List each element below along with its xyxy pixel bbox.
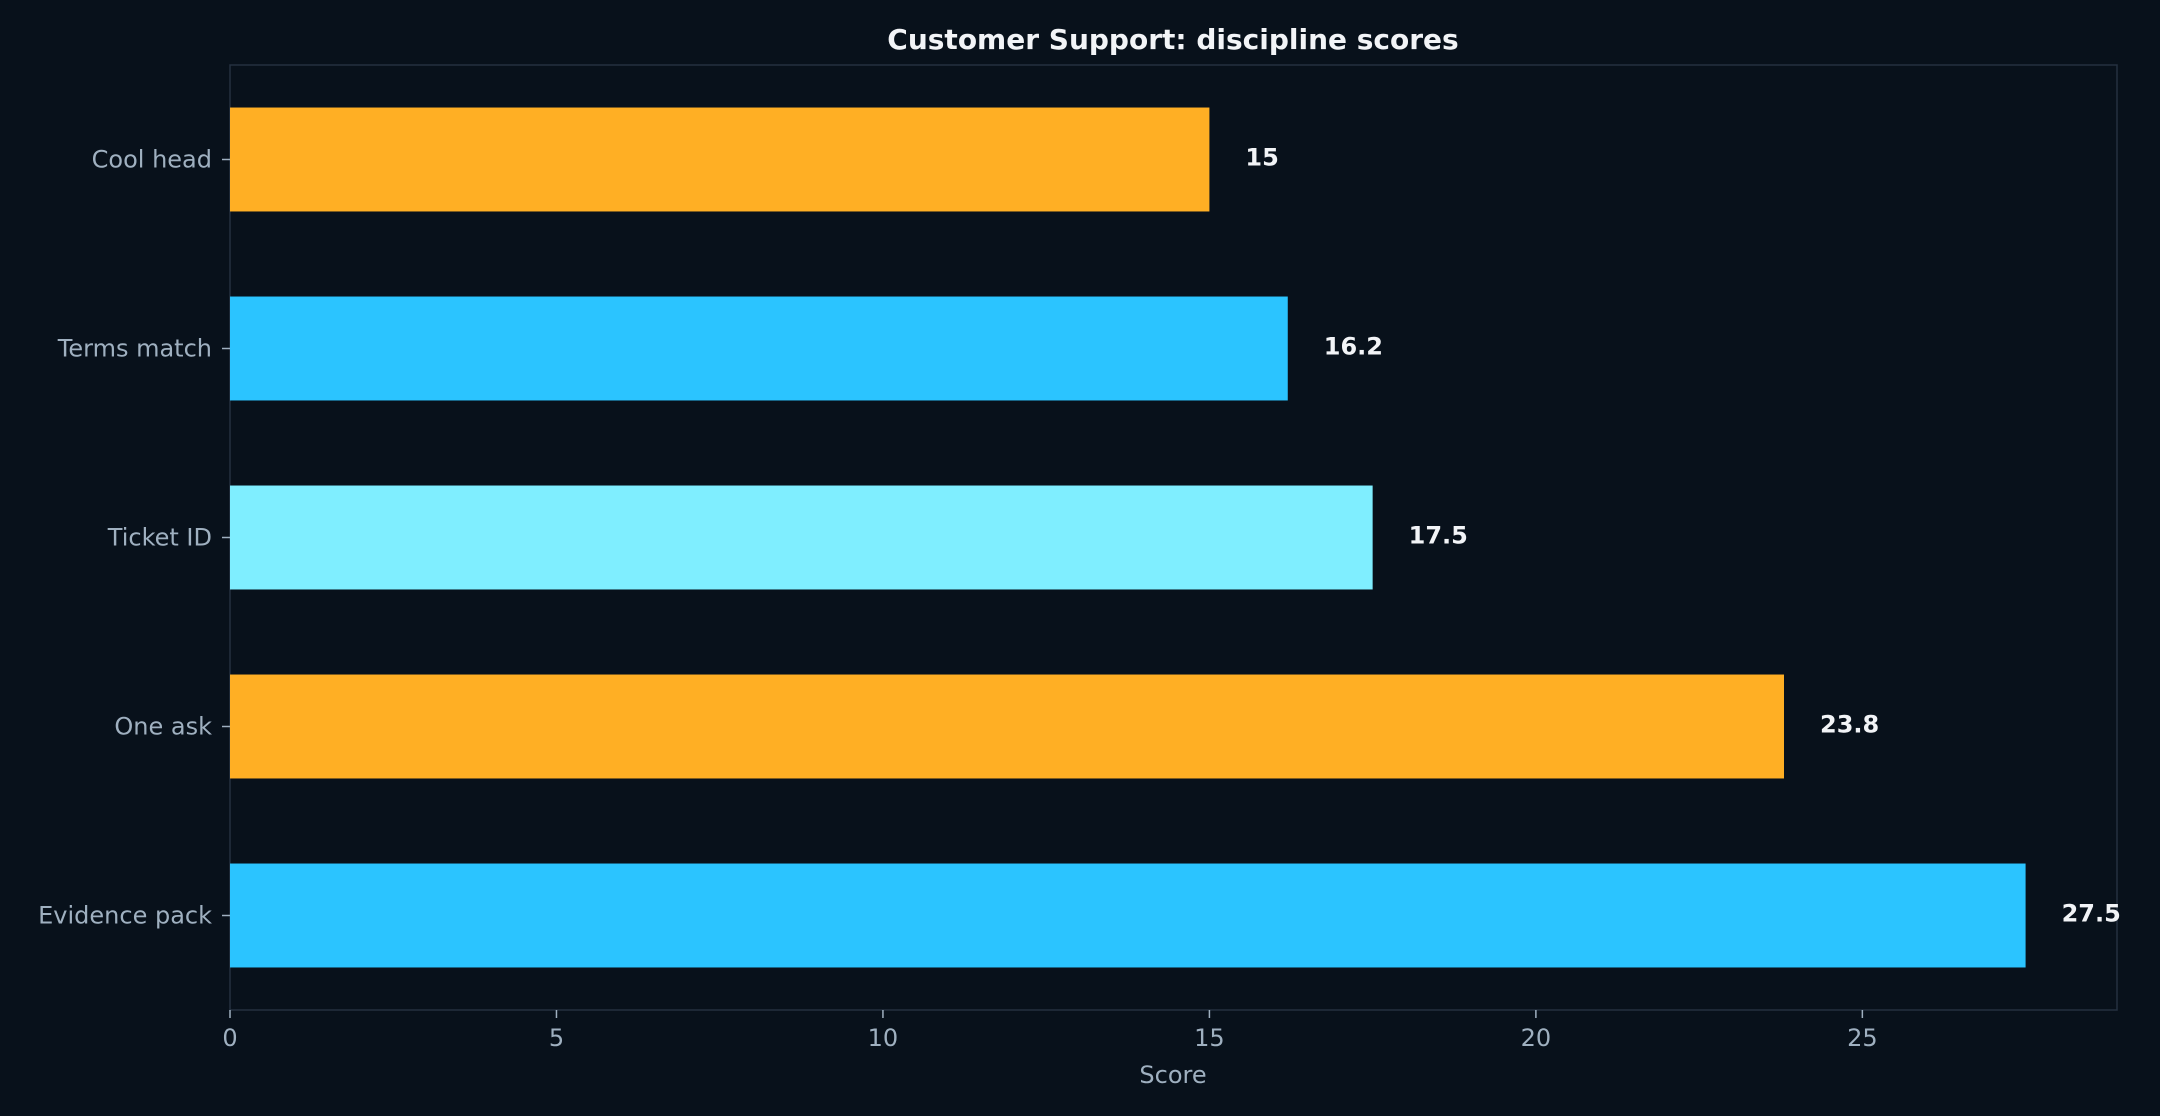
value-label: 16.2 (1324, 333, 1383, 361)
y-axis: Cool head Terms match Ticket ID One ask Evid… (38, 146, 230, 930)
value-label: 17.5 (1409, 522, 1468, 550)
x-tick-label: 15 (1194, 1024, 1225, 1052)
bar-cool-head (230, 107, 1210, 212)
bar-terms-match (230, 296, 1288, 401)
y-tick-label: Evidence pack (38, 902, 212, 930)
bar-ticket-id (230, 485, 1373, 590)
x-axis-title: Score (1139, 1061, 1206, 1089)
bars (230, 107, 2026, 968)
y-tick-label: Cool head (92, 146, 212, 174)
x-tick-label: 0 (222, 1024, 237, 1052)
chart-title: Customer Support: discipline scores (887, 23, 1458, 56)
bar-one-ask (230, 674, 1784, 779)
y-tick-label: Ticket ID (107, 524, 212, 552)
x-axis: 0 5 10 15 20 25 (222, 1010, 1878, 1052)
x-tick-label: 10 (868, 1024, 899, 1052)
value-label: 27.5 (2062, 900, 2121, 928)
x-tick-label: 20 (1521, 1024, 1552, 1052)
x-tick-label: 5 (549, 1024, 564, 1052)
y-tick-label: One ask (114, 713, 212, 741)
value-label: 23.8 (1820, 711, 1879, 739)
y-tick-label: Terms match (57, 335, 212, 363)
bar-evidence-pack (230, 863, 2026, 968)
value-labels: 15 16.2 17.5 23.8 27.5 (1245, 144, 2120, 928)
value-label: 15 (1245, 144, 1278, 172)
x-tick-label: 25 (1847, 1024, 1878, 1052)
